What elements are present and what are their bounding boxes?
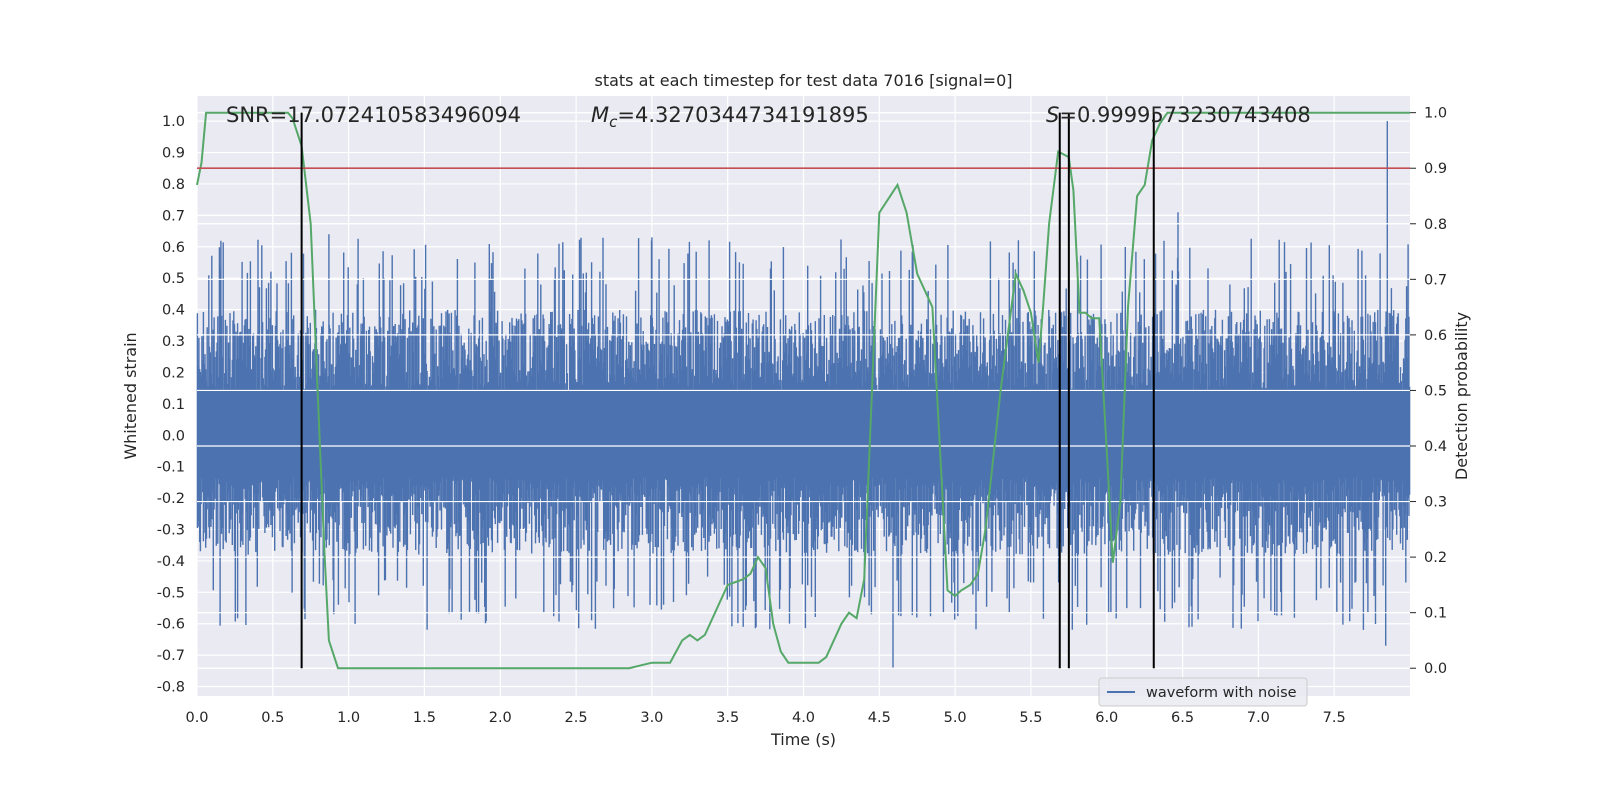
y-tick-label: -0.5	[157, 585, 185, 601]
y-tick-label: 0.2	[162, 365, 185, 381]
s-symbol: S	[1046, 103, 1059, 127]
legend-box	[1098, 677, 1308, 707]
x-tick-label: 5.0	[944, 710, 967, 726]
y-tick-label: -0.1	[157, 460, 185, 476]
y-tick-label: 0.6	[162, 240, 185, 256]
y-axis-ticks: 1.0 0.9 0.8 0.7 0.6 0.5 0.4 0.3 0.2 0.1 0.0 -0.1 -0.…	[157, 114, 185, 695]
mc-symbol: M	[591, 103, 609, 127]
y-tick-label: -0.4	[157, 554, 185, 570]
y-tick-label: 0.0	[162, 428, 185, 444]
x-tick-label: 4.0	[792, 710, 815, 726]
y2-tick-label: 0.7	[1424, 272, 1447, 288]
y-tick-label: -0.2	[157, 491, 185, 507]
y2-tick-label: 0.8	[1424, 217, 1447, 233]
chart-title: stats at each timestep for test data 701…	[594, 71, 1012, 90]
y-tick-label: 0.1	[162, 397, 185, 413]
y-tick-label: 0.8	[162, 177, 185, 193]
x-tick-label: 0.0	[185, 710, 208, 726]
y2-tick-label: 0.9	[1424, 161, 1447, 177]
y-tick-label: 0.4	[162, 303, 185, 319]
mc-subscript: c	[609, 113, 618, 131]
y-tick-label: -0.3	[157, 523, 185, 539]
x-axis-label: Time (s)	[770, 730, 836, 749]
y-tick-label: -0.8	[157, 680, 185, 696]
legend: waveform with noise	[1098, 677, 1308, 707]
x-tick-label: 2.0	[489, 710, 512, 726]
x-tick-label: 2.5	[565, 710, 588, 726]
y2-tick-label: 1.0	[1424, 106, 1447, 122]
y-axis-label: Whitened strain	[121, 332, 140, 459]
x-tick-label: 7.5	[1323, 710, 1346, 726]
x-tick-label: 3.0	[640, 710, 663, 726]
y2-tick-label: 0.3	[1424, 495, 1447, 511]
y2-tick-label: 0.6	[1424, 328, 1447, 344]
score-annotation: S=0.9999573230743408	[1046, 103, 1311, 127]
x-axis-ticks: 0.0 0.5 1.0 1.5 2.0 2.5 3.0 3.5 4.0 4.5 5.0 5.5 6.0 6…	[185, 710, 1345, 726]
x-tick-label: 4.5	[868, 710, 891, 726]
x-tick-label: 0.5	[261, 710, 284, 726]
probability-series	[196, 111, 1410, 670]
legend-label: waveform with noise	[1146, 685, 1297, 701]
y-tick-label: 0.3	[162, 334, 185, 350]
event-markers	[300, 112, 1155, 669]
y-tick-label: 0.7	[162, 208, 185, 224]
x-tick-label: 7.0	[1247, 710, 1270, 726]
y-tick-label: -0.6	[157, 617, 185, 633]
x-tick-label: 6.0	[1095, 710, 1118, 726]
x-tick-label: 6.5	[1171, 710, 1194, 726]
x-tick-label: 1.0	[337, 710, 360, 726]
x-tick-label: 3.5	[716, 710, 739, 726]
y2-tick-label: 0.1	[1424, 606, 1447, 622]
y-tick-label: -0.7	[157, 648, 185, 664]
y2-tick-label: 0.0	[1424, 661, 1447, 677]
x-tick-label: 5.5	[1019, 710, 1042, 726]
x-tick-label: 1.5	[413, 710, 436, 726]
y-tick-label: 1.0	[162, 114, 185, 130]
y-tick-label: 0.5	[162, 271, 185, 287]
chirp-mass-annotation: Mc=4.3270344734191895	[591, 103, 869, 131]
s-value: =0.9999573230743408	[1059, 103, 1310, 127]
mc-value: =4.3270344734191895	[617, 103, 868, 127]
waveform-strokes	[196, 121, 1411, 668]
y-tick-label: 0.9	[162, 146, 185, 162]
y2-tick-label: 0.4	[1424, 439, 1447, 455]
snr-annotation: SNR=17.072410583496094	[226, 103, 521, 127]
y2-tick-label: 0.2	[1424, 550, 1447, 566]
y2-axis-label: Detection probability	[1452, 312, 1471, 480]
y2-tick-label: 0.5	[1424, 383, 1447, 399]
y2-axis-ticks: 1.0 0.9 0.8 0.7 0.6 0.5 0.4 0.3 0.2 0.1 0.0	[1410, 106, 1447, 677]
